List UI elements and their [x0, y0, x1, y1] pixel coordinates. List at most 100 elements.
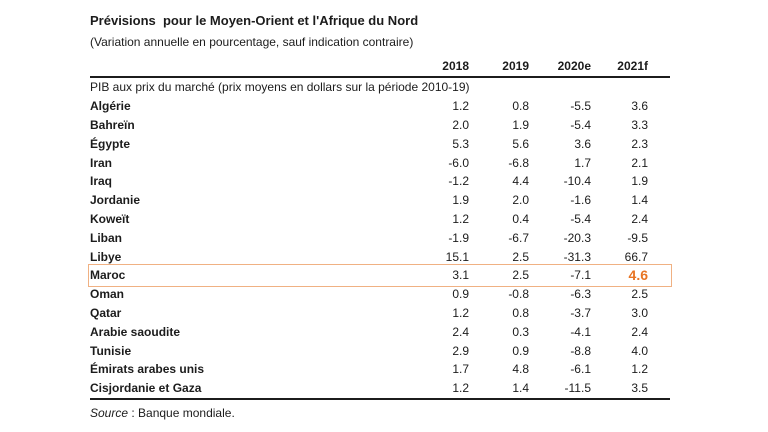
- country-name: Maroc: [90, 268, 126, 283]
- value-cell: 5.6: [512, 136, 529, 151]
- country-name: Égypte: [90, 136, 131, 151]
- table-row: Maroc 3.1 2.5 -7.1 4.6: [88, 263, 672, 287]
- value-cell: 0.3: [512, 324, 529, 339]
- page-subtitle: (Variation annuelle en pourcentage, sauf…: [90, 35, 414, 49]
- table-row: Libye 15.1 2.5 -31.3 66.7: [90, 247, 670, 266]
- table-row: Tunisie 2.9 0.9 -8.8 4.0: [90, 341, 670, 360]
- table-row: Algérie 1.2 0.8 -5.5 3.6: [90, 97, 670, 116]
- value-cell: -6.8: [508, 155, 529, 170]
- value-cell: -9.5: [627, 230, 648, 245]
- value-cell: -6.3: [570, 287, 591, 302]
- value-cell: 2.5: [631, 287, 648, 302]
- value-cell: 2.0: [512, 193, 529, 208]
- value-cell: 3.0: [631, 305, 648, 320]
- value-cell: -6.7: [508, 230, 529, 245]
- value-cell: 66.7: [624, 249, 648, 264]
- page-title: Prévisions pour le Moyen-Orient et l'Afr…: [90, 13, 419, 28]
- value-cell: 0.9: [512, 343, 529, 358]
- table-row: Arabie saoudite 2.4 0.3 -4.1 2.4: [90, 322, 670, 341]
- value-cell: 2.4: [631, 324, 648, 339]
- value-cell: 15.1: [445, 249, 469, 264]
- table-row: Oman 0.9 -0.8 -6.3 2.5: [90, 285, 670, 304]
- value-cell: -20.3: [563, 230, 591, 245]
- value-cell: 2.5: [512, 249, 529, 264]
- country-name: Bahreïn: [90, 117, 135, 132]
- source-label: Source: [90, 405, 129, 420]
- bottom-rule: [90, 397, 670, 400]
- country-name: Arabie saoudite: [90, 324, 181, 339]
- value-cell: -8.8: [570, 343, 591, 358]
- value-cell: 4.8: [512, 362, 529, 377]
- country-name: Algérie: [90, 99, 131, 114]
- country-name: Jordanie: [90, 193, 141, 208]
- value-cell: 4.0: [631, 343, 648, 358]
- table-row: Jordanie 1.9 2.0 -1.6 1.4: [90, 191, 670, 210]
- country-name: Tunisie: [90, 343, 132, 358]
- value-cell: -11.5: [564, 381, 591, 396]
- value-cell: 3.6: [574, 136, 591, 151]
- value-cell: 3.3: [631, 117, 648, 132]
- value-cell: -5.4: [570, 211, 591, 226]
- value-cell: 1.2: [452, 211, 469, 226]
- value-cell: 1.2: [452, 99, 469, 114]
- value-cell: 0.4: [512, 211, 529, 226]
- source-note: Source : Banque mondiale.: [90, 406, 670, 420]
- value-cell: -1.2: [448, 174, 469, 189]
- country-name: Liban: [90, 230, 122, 245]
- value-cell: -10.4: [563, 174, 591, 189]
- col-header-2019: 2019: [502, 58, 529, 73]
- country-name: Libye: [90, 249, 122, 264]
- table-row: Koweït 1.2 0.4 -5.4 2.4: [90, 210, 670, 229]
- value-cell: 1.2: [452, 305, 469, 320]
- table-row: Iraq -1.2 4.4 -10.4 1.9: [90, 172, 670, 191]
- value-cell: -7.1: [570, 268, 591, 283]
- value-cell: 3.6: [631, 99, 648, 114]
- value-cell: 1.7: [452, 362, 469, 377]
- table-row: Liban -1.9 -6.7 -20.3 -9.5: [90, 228, 670, 247]
- value-cell: 4.4: [512, 174, 529, 189]
- year-header-row: 2018 2019 2020e 2021f: [90, 55, 670, 78]
- value-cell: -3.7: [570, 305, 591, 320]
- col-header-2021f: 2021f: [617, 58, 648, 73]
- table-row: Bahreïn 2.0 1.9 -5.4 3.3: [90, 116, 670, 135]
- value-cell: 2.4: [631, 211, 648, 226]
- section-header: PIB aux prix du marché (prix moyens en d…: [90, 80, 470, 95]
- value-cell: 0.8: [512, 99, 529, 114]
- col-header-2020e: 2020e: [557, 58, 591, 73]
- value-cell: 1.4: [631, 193, 648, 208]
- value-cell: 2.3: [631, 136, 648, 151]
- country-name: Cisjordanie et Gaza: [90, 381, 202, 396]
- table-body: Algérie 1.2 0.8 -5.5 3.6 Bahreïn 2.0 1.9 -5.4 3.3…: [88, 97, 672, 398]
- value-cell: -5.5: [570, 99, 591, 114]
- value-cell: 1.9: [452, 193, 469, 208]
- country-name: Émirats arabes unis: [90, 362, 205, 377]
- country-name: Koweït: [90, 211, 130, 226]
- forecast-table-sheet: Prévisions pour le Moyen-Orient et l'Afr…: [88, 13, 672, 420]
- table-row: Égypte 5.3 5.6 3.6 2.3: [90, 134, 670, 153]
- value-cell: 3.1: [452, 268, 469, 283]
- value-cell: 0.8: [512, 305, 529, 320]
- value-cell: 1.7: [574, 155, 591, 170]
- value-cell: -5.4: [570, 117, 591, 132]
- table-row: Cisjordanie et Gaza 1.2 1.4 -11.5 3.5: [90, 379, 670, 398]
- value-cell: 5.3: [452, 136, 469, 151]
- value-cell: 1.4: [512, 381, 529, 396]
- value-cell: -1.9: [448, 230, 469, 245]
- table-row: Émirats arabes unis 1.7 4.8 -6.1 1.2: [90, 360, 670, 379]
- country-name: Oman: [90, 287, 125, 302]
- value-cell: -31.3: [563, 249, 591, 264]
- value-cell: 1.2: [452, 381, 469, 396]
- value-cell: 2.5: [512, 268, 529, 283]
- value-cell: -6.1: [570, 362, 591, 377]
- value-cell: 0.9: [452, 287, 469, 302]
- value-cell: 2.9: [452, 343, 469, 358]
- value-cell: 2.0: [452, 117, 469, 132]
- country-name: Iraq: [90, 174, 113, 189]
- value-cell: -1.6: [570, 193, 591, 208]
- table-row: Iran -6.0 -6.8 1.7 2.1: [90, 153, 670, 172]
- value-cell: 4.6: [628, 267, 648, 284]
- table-row: Qatar 1.2 0.8 -3.7 3.0: [90, 304, 670, 323]
- value-cell: 1.2: [631, 362, 648, 377]
- value-cell: 3.5: [631, 381, 648, 396]
- value-cell: 2.4: [452, 324, 469, 339]
